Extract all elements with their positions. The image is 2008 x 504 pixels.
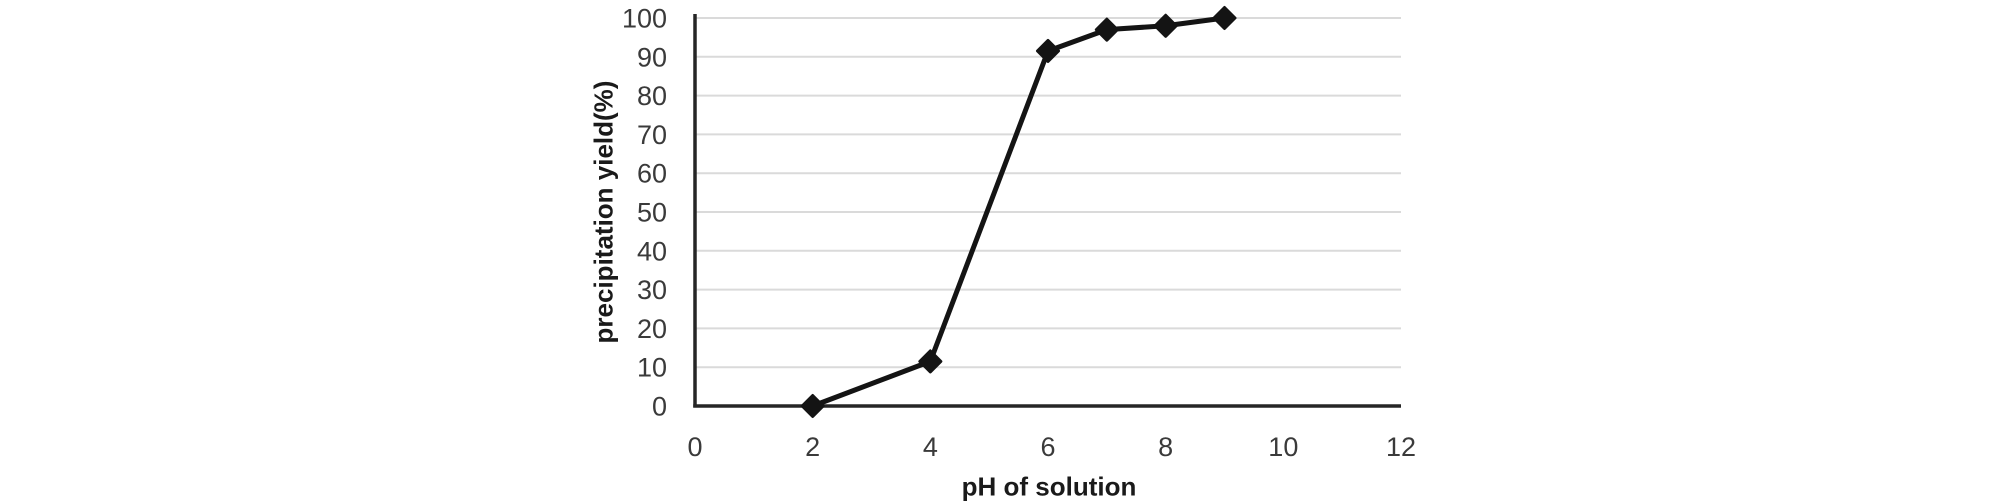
y-tick-label: 10	[637, 353, 667, 383]
y-tick-label: 20	[637, 314, 667, 344]
y-tick-label: 0	[652, 392, 667, 422]
y-axis-title: precipitation yield(%)	[588, 80, 619, 344]
y-tick-label: 60	[637, 159, 667, 189]
data-point-marker	[1212, 6, 1237, 30]
y-tick-label: 90	[637, 42, 667, 72]
y-tick-label: 50	[637, 198, 667, 228]
y-tick-label: 70	[637, 120, 667, 150]
y-tick-label: 100	[622, 4, 667, 34]
data-point-marker	[1153, 13, 1178, 38]
data-point-marker	[918, 349, 943, 374]
x-tick-label: 10	[1268, 432, 1298, 462]
x-tick-label: 4	[923, 432, 938, 462]
x-axis-title: pH of solution	[961, 471, 1137, 502]
y-tick-label: 80	[637, 81, 667, 111]
y-tick-label: 40	[637, 236, 667, 266]
x-tick-label: 8	[1158, 432, 1173, 462]
data-point-marker	[1094, 17, 1119, 42]
x-tick-label: 0	[687, 432, 702, 462]
x-tick-label: 12	[1386, 432, 1416, 462]
data-point-marker	[1036, 38, 1060, 63]
y-tick-label: 30	[637, 275, 667, 305]
x-tick-label: 6	[1040, 432, 1055, 462]
data-point-marker	[800, 394, 825, 418]
x-tick-label: 2	[805, 432, 820, 462]
